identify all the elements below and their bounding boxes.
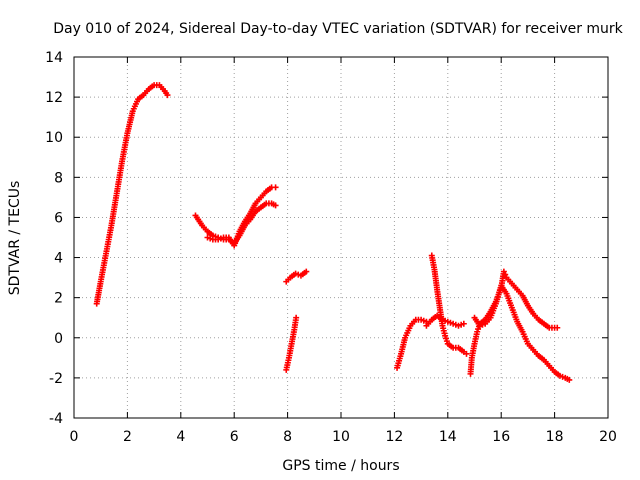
y-tick-label: -4 <box>49 411 63 427</box>
y-tick-label: 12 <box>45 90 63 106</box>
y-tick-label: 4 <box>54 251 63 267</box>
series-arc-2b <box>204 184 279 249</box>
x-tick-labels: 0 2 4 6 8 10 12 14 16 18 20 <box>70 429 617 445</box>
x-tick-label: 14 <box>439 429 457 445</box>
series-arc-5 <box>394 316 430 371</box>
axis-ticks <box>73 56 609 419</box>
data-series <box>93 82 573 383</box>
y-axis-label: SDTVAR / TECUs <box>7 181 23 296</box>
x-tick-label: 6 <box>230 429 239 445</box>
data-point <box>502 271 509 278</box>
series-arc-4 <box>283 314 300 373</box>
y-tick-label: 6 <box>54 210 63 226</box>
data-point <box>460 320 467 327</box>
y-tick-label: -2 <box>49 371 63 387</box>
series-arc-7 <box>428 252 470 357</box>
data-point <box>554 324 561 331</box>
x-tick-label: 20 <box>599 429 617 445</box>
x-axis-label: GPS time / hours <box>282 458 399 474</box>
y-tick-label: 14 <box>45 50 63 66</box>
x-tick-label: 2 <box>123 429 132 445</box>
x-tick-label: 10 <box>332 429 350 445</box>
data-point <box>303 268 310 275</box>
data-point <box>293 314 300 321</box>
grid-lines <box>74 57 608 418</box>
x-tick-label: 12 <box>385 429 403 445</box>
x-tick-label: 0 <box>70 429 79 445</box>
y-tick-label: 8 <box>54 170 63 186</box>
x-tick-label: 16 <box>492 429 510 445</box>
data-point <box>500 268 507 275</box>
data-point <box>164 92 171 99</box>
series-arc-9 <box>471 282 573 383</box>
y-tick-label: 2 <box>54 291 63 307</box>
y-tick-label: 10 <box>45 130 63 146</box>
y-tick-label: 0 <box>54 331 63 347</box>
data-point <box>272 184 279 191</box>
x-tick-label: 18 <box>546 429 564 445</box>
data-point <box>566 376 573 383</box>
data-point <box>463 350 470 357</box>
x-tick-label: 4 <box>176 429 185 445</box>
data-point <box>272 202 279 209</box>
x-tick-label: 8 <box>283 429 292 445</box>
series-arc-1 <box>93 82 171 307</box>
y-tick-labels: -4 -2 0 2 4 6 8 10 12 14 <box>45 50 63 427</box>
series-arc-3 <box>283 268 310 285</box>
chart-title: Day 010 of 2024, Sidereal Day-to-day VTE… <box>53 21 623 37</box>
